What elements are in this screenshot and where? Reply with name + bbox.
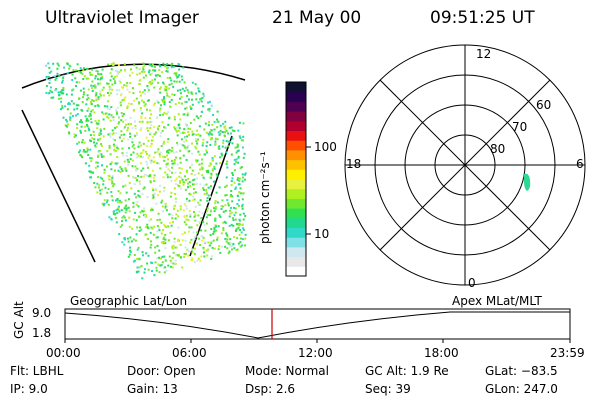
polar-label-mlt-12: 12 — [476, 47, 492, 61]
polar-label-lat-80: 80 — [490, 142, 506, 156]
colorbar-cell — [286, 111, 306, 122]
polar-plot — [344, 44, 586, 286]
altitude-curve — [64, 311, 570, 339]
info-gc-alt: GC Alt: 1.9 Re — [365, 364, 449, 378]
polar-label-mlt-6: 6 — [576, 157, 584, 171]
colorbar-cell — [286, 91, 306, 102]
timeline-tick-1800: 18:00 — [424, 346, 459, 360]
info-glat: GLat: −83.5 — [485, 364, 558, 378]
colorbar-unit-label: photon cm⁻²s⁻¹ — [258, 151, 272, 244]
timeline-y-axis-label: GC Alt — [12, 301, 26, 339]
timeline-tick-0600: 06:00 — [172, 346, 207, 360]
auroral-image-panel — [21, 62, 247, 280]
polar-label-mlt-18: 18 — [346, 157, 362, 171]
emission-speckle — [45, 62, 247, 280]
info-door: Door: Open — [127, 364, 196, 378]
colorbar-cell — [286, 159, 306, 170]
colorbar-cell — [286, 140, 306, 151]
info-dsp: Dsp: 2.6 — [245, 382, 296, 396]
timeline-right-label: Apex MLat/MLT — [452, 294, 542, 308]
polar-label-lat-70: 70 — [512, 120, 528, 134]
colorbar-tick-100: 100 — [314, 140, 337, 154]
timeline-plot — [64, 308, 571, 343]
info-gain: Gain: 13 — [127, 382, 178, 396]
colorbar-cell — [286, 266, 306, 277]
colorbar-cell — [286, 101, 306, 112]
colorbar-cell — [286, 179, 306, 190]
date-label: 21 May 00 — [272, 8, 362, 28]
polar-emission-spot — [523, 173, 531, 191]
colorbar-tick-10: 10 — [314, 227, 330, 241]
colorbar-cell — [286, 169, 306, 180]
timeline-tick-1200: 12:00 — [298, 346, 333, 360]
limb-line-left — [21, 109, 96, 263]
colorbar-cell — [286, 227, 306, 238]
info-glon: GLon: 247.0 — [485, 382, 558, 396]
colorbar-cell — [286, 237, 306, 248]
colorbar-cell — [286, 149, 306, 161]
colorbar-cell — [286, 208, 306, 219]
colorbar-cell — [286, 256, 306, 267]
timeline-y-tick-top: 9.0 — [32, 306, 52, 320]
limb-arc — [21, 63, 246, 89]
timeline-tick-2359: 23:59 — [550, 346, 585, 360]
colorbar-cell — [286, 82, 306, 93]
colorbar-cell — [286, 217, 306, 228]
info-ip: IP: 9.0 — [10, 382, 48, 396]
instrument-title: Ultraviolet Imager — [45, 8, 199, 28]
info-seq: Seq: 39 — [365, 382, 411, 396]
timeline-tick-0000: 00:00 — [46, 346, 81, 360]
colorbar-cell — [286, 198, 306, 209]
colorbar-cell — [286, 246, 306, 258]
colorbar-cell — [286, 120, 306, 131]
timeline-y-tick-bottom: 1.8 — [32, 326, 52, 340]
colorbar-cell — [286, 130, 306, 141]
timeline-left-label: Geographic Lat/Lon — [70, 294, 188, 308]
info-filter: Flt: LBHL — [10, 364, 64, 378]
colorbar-cell — [286, 188, 306, 199]
polar-label-mlt-0: 0 — [468, 276, 476, 290]
info-mode: Mode: Normal — [245, 364, 329, 378]
time-label: 09:51:25 UT — [430, 8, 535, 28]
colorbar — [285, 81, 311, 277]
polar-label-lat-60: 60 — [536, 98, 552, 112]
